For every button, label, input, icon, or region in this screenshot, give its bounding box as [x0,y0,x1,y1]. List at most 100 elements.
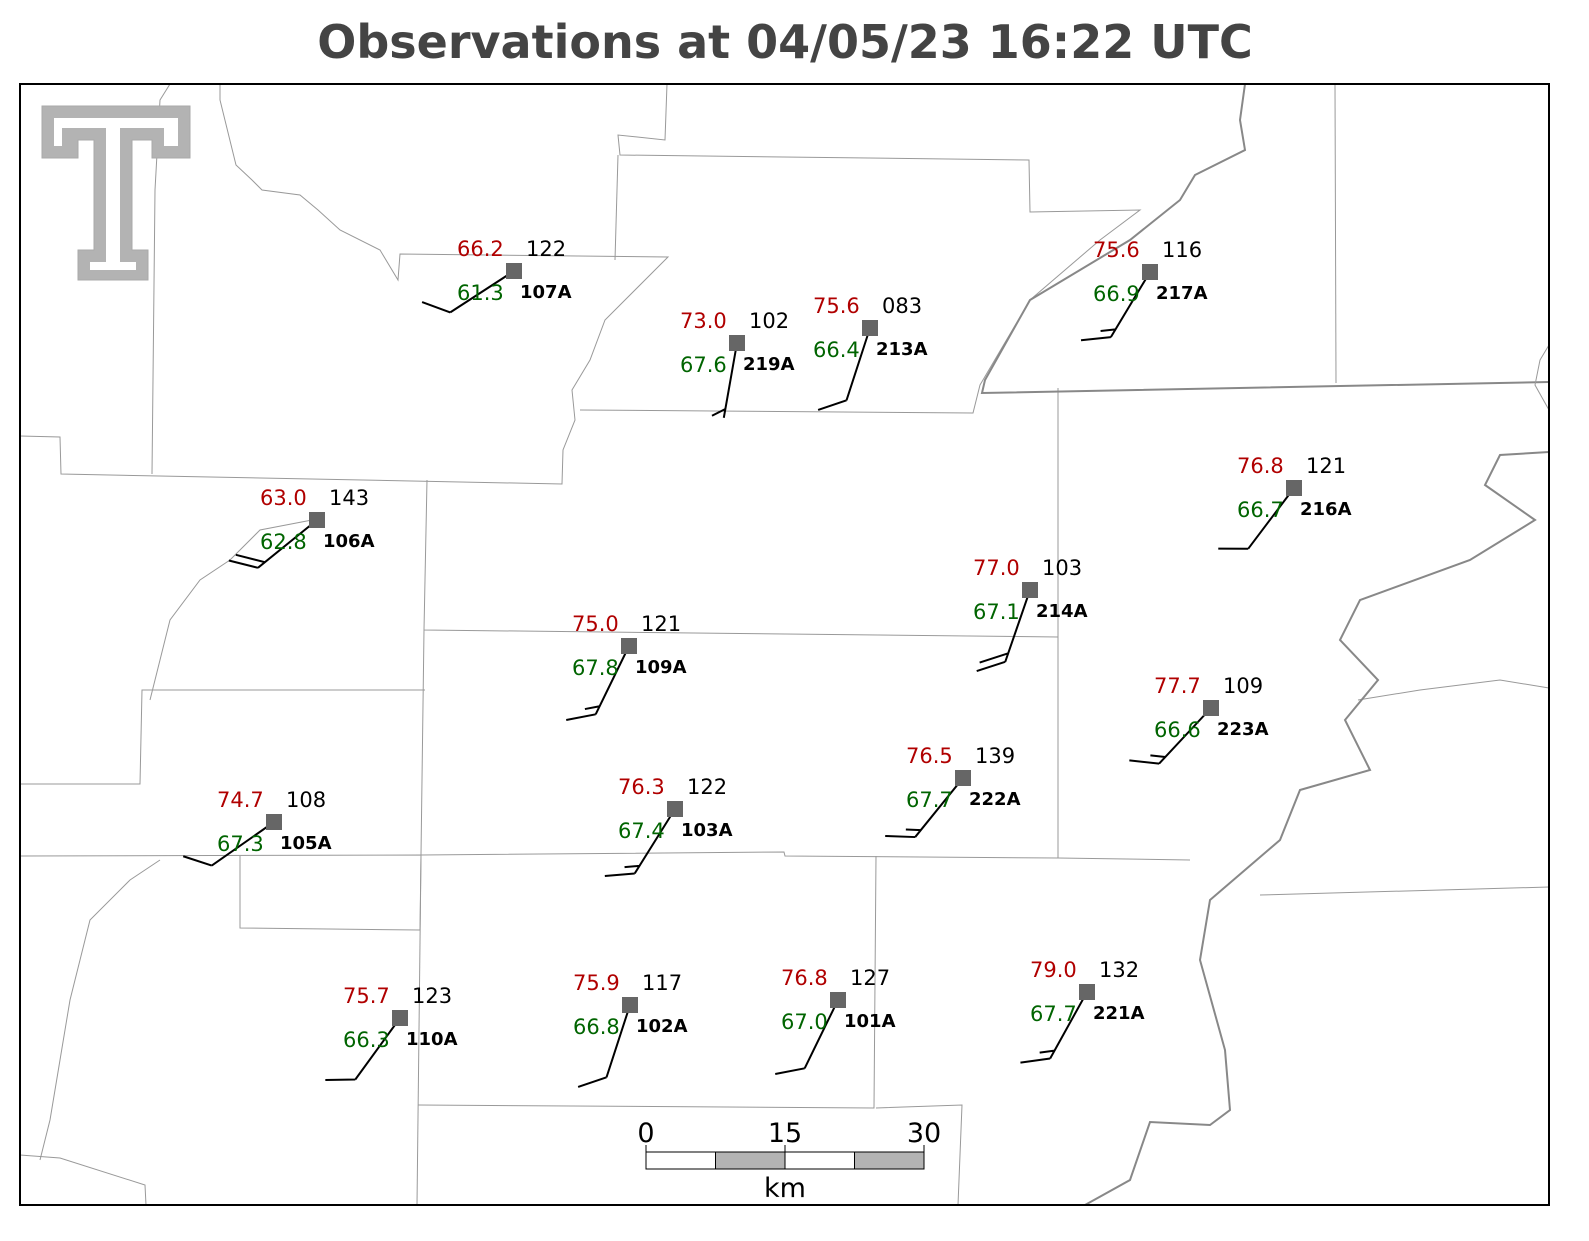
scale-segment [784,1151,855,1170]
station-plot: 75.7 123 66.3 110A [325,984,458,1081]
wind-barb [817,327,871,411]
station-id: 109A [635,657,687,678]
wind-barb [577,1004,631,1088]
dewpoint: 66.4 [813,338,860,362]
wind-barb [566,645,630,721]
wind-barb [976,589,1031,673]
station-id: 106A [323,531,375,552]
boundaries [19,83,1550,1206]
pressure: 083 [882,294,922,318]
station-id: 101A [844,1011,896,1032]
wind-barb [182,821,275,867]
scale-segment [854,1151,925,1170]
pressure: 127 [850,966,890,990]
scale-label: 0 [637,1118,654,1149]
station-marker [1142,264,1158,280]
station-id: 105A [280,833,332,854]
temperature: 77.0 [973,556,1020,580]
station-plot: 73.0 102 67.6 219A [680,309,795,419]
temperature: 77.7 [1154,674,1201,698]
temperature: 75.0 [572,612,619,636]
wind-barb [325,1017,401,1081]
station-id: 110A [406,1029,458,1050]
dewpoint: 66.9 [1093,282,1140,306]
station-plot: 75.0 121 67.8 109A [566,612,687,721]
scale-unit: km [764,1173,806,1204]
title: Observations at 04/05/23 16:22 UTC [317,15,1252,69]
scale-segment [645,1151,716,1170]
pressure: 116 [1162,238,1202,262]
station-marker [729,335,745,351]
station-plot: 75.9 117 66.8 102A [573,971,688,1088]
pressure: 132 [1099,958,1139,982]
temperature: 73.0 [680,309,727,333]
wind-barb [228,519,318,569]
temperature: 66.2 [457,237,504,261]
pressure: 109 [1223,674,1263,698]
wind-barb [1080,271,1151,342]
station-marker [621,638,637,654]
station-plot: 75.6 083 66.4 213A [813,294,928,411]
temperature: 63.0 [260,486,307,510]
pressure: 122 [526,237,566,261]
station-marker [1286,480,1302,496]
pressure: 102 [749,309,789,333]
wind-barb [1218,487,1295,550]
pressure: 108 [286,788,326,812]
station-marker [862,320,878,336]
dewpoint: 66.3 [343,1028,390,1052]
wind-barb [1129,707,1212,765]
station-plot: 66.2 122 61.3 107A [421,237,572,314]
wind-barb [775,999,839,1075]
temperature: 76.5 [906,744,953,768]
temperature: 76.8 [781,966,828,990]
station-plot: 74.7 108 67.3 105A [182,788,332,867]
station-plot: 76.8 127 67.0 101A [775,966,896,1075]
scale-label: 15 [768,1118,802,1149]
pressure: 117 [642,971,682,995]
dewpoint: 66.6 [1154,718,1201,742]
dewpoint: 61.3 [457,281,504,305]
dewpoint: 67.4 [618,819,665,843]
wind-barb [604,808,676,877]
dewpoint: 66.7 [1237,498,1284,522]
station-id: 214A [1036,601,1088,622]
station-id: 221A [1093,1003,1145,1024]
wind-barb [711,342,738,419]
scale-label: 30 [907,1118,941,1149]
station-plot: 76.8 121 66.7 216A [1218,454,1352,550]
station-id: 102A [636,1016,688,1037]
station-plot: 77.7 109 66.6 223A [1129,674,1269,765]
pressure: 139 [975,744,1015,768]
station-id: 216A [1300,499,1352,520]
pressure: 121 [641,612,681,636]
station-id: 103A [681,820,733,841]
station-id: 223A [1217,719,1269,740]
pressure: 121 [1306,454,1346,478]
pressure: 122 [687,775,727,799]
temperature: 75.7 [343,984,390,1008]
logo [41,105,191,281]
station-id: 213A [876,339,928,360]
pressure: 103 [1042,556,1082,580]
dewpoint: 67.8 [572,656,619,680]
station-marker [667,801,683,817]
pressure: 143 [329,486,369,510]
station-id: 107A [520,282,572,303]
dewpoint: 67.7 [1030,1002,1077,1026]
dewpoint: 62.8 [260,530,307,554]
dewpoint: 67.0 [781,1010,828,1034]
scale-bar: 0 15 30 km [637,1118,941,1204]
dewpoint: 67.7 [906,788,953,812]
temperature: 75.9 [573,971,620,995]
station-id: 222A [969,789,1021,810]
temperature: 76.3 [618,775,665,799]
map-frame [19,83,1550,1206]
station-marker [392,1010,408,1026]
station-plot: 77.0 103 67.1 214A [973,556,1088,673]
station-marker [266,814,282,830]
station-plot: 76.5 139 67.7 222A [885,744,1021,839]
station-marker [1203,700,1219,716]
dewpoint: 67.3 [217,832,264,856]
